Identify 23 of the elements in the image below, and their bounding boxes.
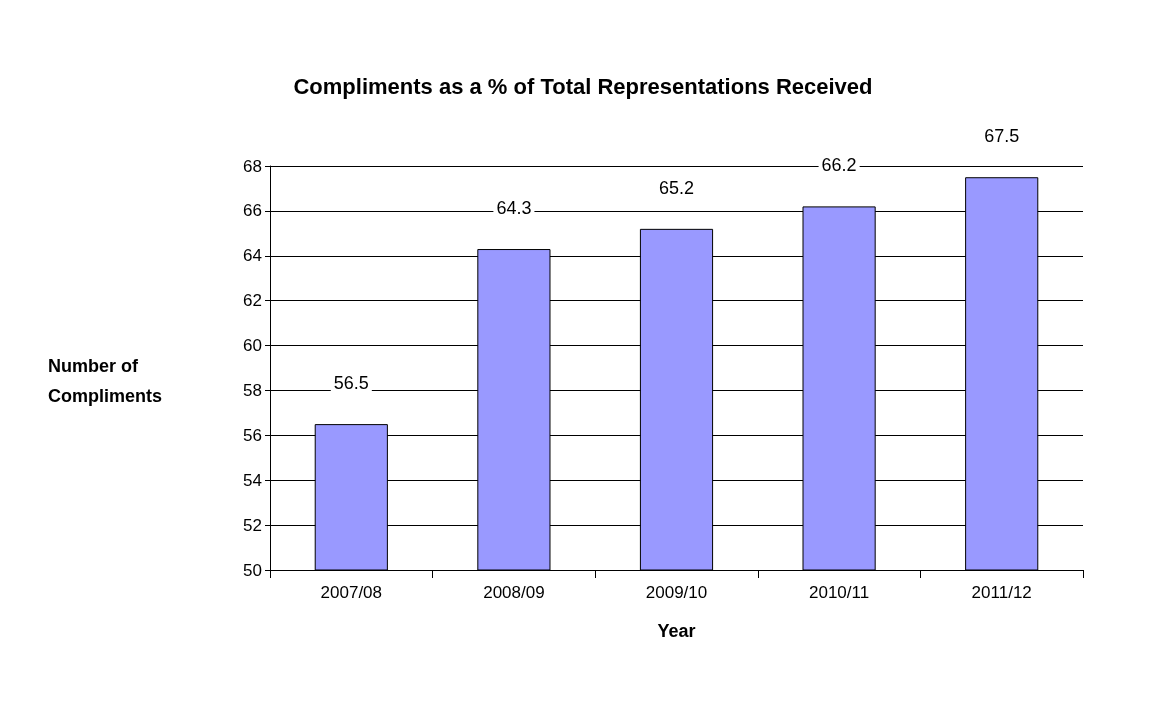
chart-title: Compliments as a % of Total Representations Received <box>293 73 873 99</box>
y-tick-label: 68 <box>243 156 262 176</box>
x-axis-title: Year <box>657 621 696 641</box>
data-label: 64.3 <box>496 198 532 219</box>
y-tick-label: 64 <box>243 246 262 266</box>
y-tick-label: 62 <box>243 291 262 311</box>
y-tick-label: 56 <box>243 425 262 445</box>
x-tick-label: 2009/10 <box>645 583 708 602</box>
x-tick-label: 2007/08 <box>320 583 383 602</box>
x-tick-label: 2010/11 <box>809 583 870 602</box>
y-tick-label: 60 <box>243 336 262 356</box>
data-label: 66.2 <box>821 155 857 176</box>
y-tick-label: 52 <box>243 515 262 535</box>
x-tick-label: 2011/12 <box>971 583 1032 602</box>
x-tick-label: 2008/09 <box>483 583 545 602</box>
data-label: 67.5 <box>984 126 1020 147</box>
y-tick-label: 54 <box>243 470 262 490</box>
y-tick-label: 58 <box>243 380 262 400</box>
y-tick-label: 66 <box>243 201 262 221</box>
y-tick-label: 50 <box>243 560 262 580</box>
data-label: 65.2 <box>658 177 695 198</box>
y-axis-title: Number of Compliments <box>48 356 163 406</box>
data-label: 56.5 <box>333 373 369 394</box>
